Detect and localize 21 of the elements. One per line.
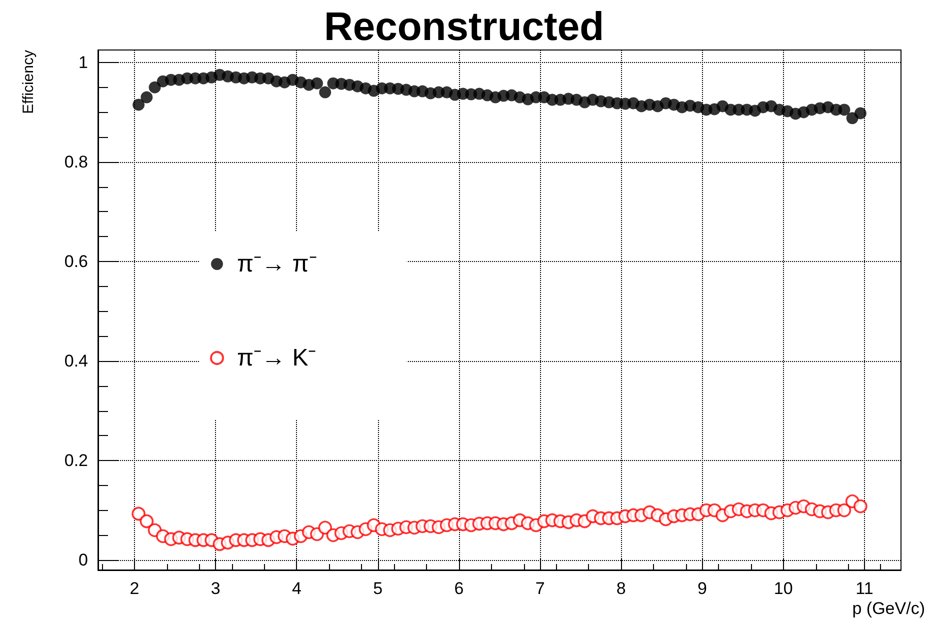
x-tick-label: 8 <box>616 579 626 598</box>
legend-label: π⁻→ K⁻ <box>237 344 316 372</box>
y-tick-label: 0.6 <box>64 252 88 271</box>
y-tick-label: 1 <box>78 52 88 72</box>
x-tick-label: 2 <box>130 579 140 598</box>
y-tick-label: 0.2 <box>64 451 88 470</box>
chart-title: Reconstructed <box>324 5 604 49</box>
y-tick-label: 0 <box>78 550 88 570</box>
x-tick-label: 7 <box>535 579 545 598</box>
x-tick-label: 10 <box>774 579 793 598</box>
x-axis-title: p (GeV/c) <box>852 599 925 618</box>
y-tick-label: 0.4 <box>64 352 88 371</box>
x-tick-label: 5 <box>373 579 383 598</box>
x-tick-label: 6 <box>454 579 464 598</box>
x-tick-label: 3 <box>210 579 220 598</box>
x-tick-label: 9 <box>698 579 708 598</box>
x-tick-label: 4 <box>292 579 302 598</box>
y-tick-label: 0.8 <box>64 152 88 172</box>
legend-label: π⁻→ π⁻ <box>237 250 317 278</box>
y-axis-title: Efficiency <box>20 50 37 114</box>
x-tick-label: 11 <box>856 579 874 598</box>
